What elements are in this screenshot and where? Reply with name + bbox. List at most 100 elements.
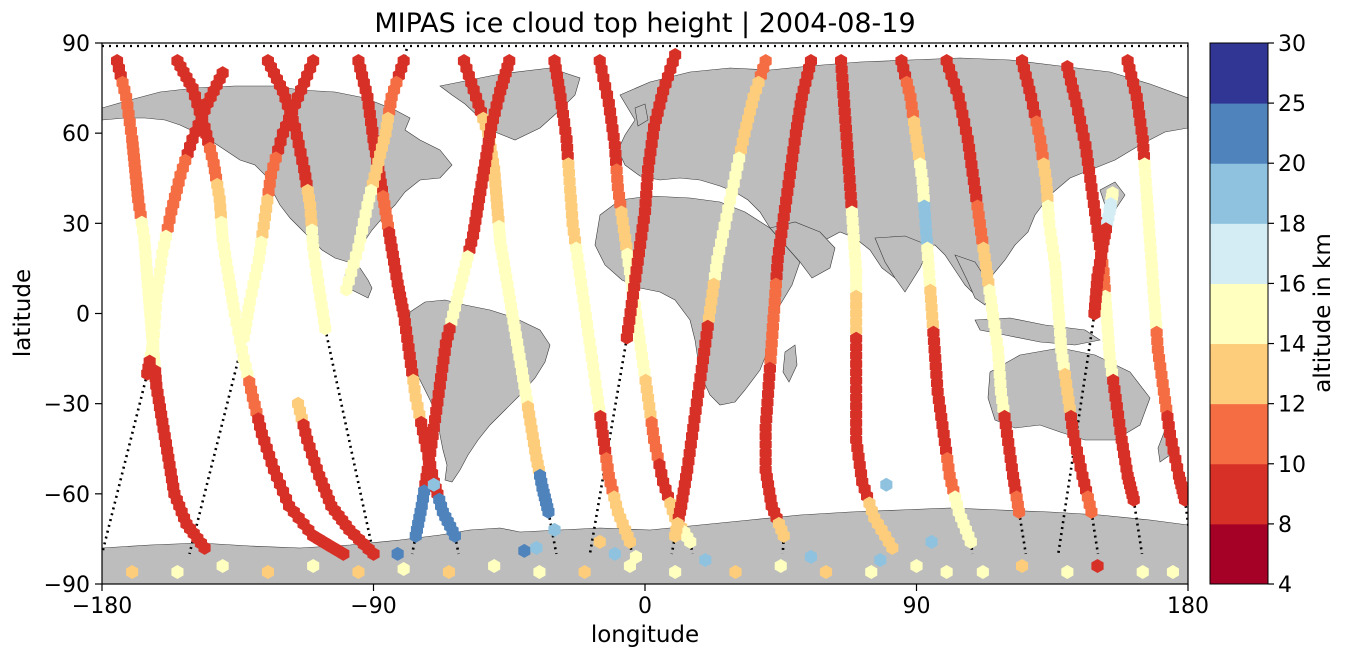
cloud-top-marker bbox=[1088, 306, 1101, 321]
cloud-top-marker bbox=[925, 534, 938, 549]
colorbar-tick-label: 18 bbox=[1278, 212, 1306, 237]
colorbar-tick-label: 4 bbox=[1278, 573, 1292, 598]
x-tick-label: 180 bbox=[1167, 594, 1209, 619]
colorbar-bin bbox=[1210, 403, 1268, 465]
colorbar-ticks: 4 8 10 12 14 16 18 20 25 30 bbox=[1268, 32, 1306, 598]
cloud-top-marker bbox=[518, 543, 531, 558]
no-cloud-track bbox=[102, 373, 149, 555]
colorbar-tick-label: 25 bbox=[1278, 92, 1306, 117]
cloud-top-marker bbox=[777, 528, 790, 543]
colorbar-bin bbox=[1210, 463, 1268, 525]
cloud-top-marker bbox=[804, 549, 817, 564]
cloud-top-marker bbox=[261, 565, 274, 579]
colorbar-tick-label: 16 bbox=[1278, 272, 1306, 297]
cloud-top-marker bbox=[819, 565, 833, 579]
no-cloud-track bbox=[188, 337, 246, 555]
cloud-top-marker bbox=[147, 327, 160, 342]
colorbar-bin bbox=[1210, 223, 1268, 284]
cloud-top-marker bbox=[669, 528, 682, 543]
colorbar-frame bbox=[1209, 42, 1269, 585]
cloud-top-marker bbox=[1061, 565, 1074, 579]
colorbar-bin bbox=[1210, 43, 1268, 104]
cloud-top-marker bbox=[442, 565, 455, 579]
cloud-top-marker bbox=[699, 553, 712, 567]
cloud-top-marker bbox=[623, 559, 636, 573]
chart-title: MIPAS ice cloud top height | 2004-08-19 bbox=[374, 8, 915, 39]
colorbar-bin bbox=[1210, 163, 1268, 224]
map-area bbox=[102, 43, 1188, 584]
cloud-top-marker bbox=[237, 330, 250, 345]
cloud-top-marker bbox=[669, 565, 682, 579]
y-axis-ticks: 90 60 30 0 −30 −60 −90 bbox=[44, 32, 102, 598]
cloud-markers bbox=[111, 48, 1188, 579]
colorbar-tick-label: 30 bbox=[1278, 32, 1306, 57]
cloud-top-marker bbox=[340, 282, 353, 297]
x-tick-label: −90 bbox=[350, 594, 396, 619]
cloud-top-marker bbox=[448, 528, 461, 543]
colorbar-tick-label: 20 bbox=[1278, 152, 1306, 177]
cloud-top-marker bbox=[865, 565, 878, 579]
y-tick-label: −60 bbox=[44, 483, 90, 508]
y-tick-label: 30 bbox=[62, 212, 90, 237]
cloud-top-marker bbox=[542, 504, 555, 519]
southeast-asia-landmass bbox=[954, 254, 991, 306]
colorbar-tick-label: 8 bbox=[1278, 513, 1292, 538]
colorbar-tick-label: 14 bbox=[1278, 333, 1306, 358]
cloud-top-marker bbox=[391, 546, 404, 561]
cloud-top-marker bbox=[578, 565, 591, 579]
cloud-top-marker bbox=[620, 330, 633, 345]
colorbar-bin bbox=[1210, 103, 1268, 164]
cloud-top-marker bbox=[684, 534, 697, 549]
x-tick-label: 90 bbox=[903, 594, 931, 619]
cloud-top-marker bbox=[1091, 559, 1104, 573]
cloud-top-marker bbox=[593, 534, 606, 549]
y-tick-label: −90 bbox=[44, 573, 90, 598]
colorbar: 4 8 10 12 14 16 18 20 25 30 altitude in km bbox=[1209, 32, 1336, 598]
cloud-top-marker bbox=[533, 565, 546, 579]
cloud-top-marker bbox=[198, 540, 211, 555]
cloud-top-marker bbox=[141, 366, 154, 381]
cloud-top-marker bbox=[307, 559, 320, 573]
cloud-top-marker bbox=[940, 565, 953, 579]
cloud-top-marker bbox=[1013, 504, 1026, 519]
y-tick-label: 0 bbox=[76, 303, 90, 328]
colorbar-tick-label: 10 bbox=[1278, 453, 1306, 478]
x-tick-label: −180 bbox=[72, 594, 132, 619]
cloud-top-marker bbox=[976, 565, 989, 579]
y-tick-label: −30 bbox=[44, 393, 90, 418]
cloud-top-marker bbox=[319, 321, 332, 336]
cloud-top-marker bbox=[629, 549, 642, 564]
cloud-top-marker bbox=[1127, 492, 1140, 507]
cloud-top-marker bbox=[1136, 565, 1149, 579]
cloud-top-marker bbox=[427, 477, 440, 492]
cloud-top-marker bbox=[1016, 559, 1029, 573]
colorbar-bin bbox=[1210, 283, 1268, 345]
colorbar-label: altitude in km bbox=[1310, 233, 1336, 393]
cloud-top-marker bbox=[126, 565, 139, 579]
x-tick-label: 0 bbox=[638, 594, 652, 619]
cloud-top-marker bbox=[608, 546, 621, 561]
cloud-top-marker bbox=[874, 553, 887, 567]
cloud-top-marker bbox=[548, 522, 561, 537]
cloud-top-marker bbox=[964, 534, 977, 549]
africa-landmass bbox=[594, 195, 801, 406]
y-tick-label: 60 bbox=[62, 122, 90, 147]
cloud-top-marker bbox=[397, 562, 410, 576]
y-tick-label: 90 bbox=[62, 32, 90, 57]
y-axis-label: latitude bbox=[10, 269, 36, 357]
x-axis-label: longitude bbox=[591, 622, 699, 648]
cloud-top-marker bbox=[880, 477, 893, 492]
no-cloud-track bbox=[323, 328, 375, 555]
colorbar-bin bbox=[1210, 343, 1268, 405]
colorbar-bin bbox=[1210, 523, 1268, 585]
uk-landmass bbox=[634, 103, 649, 127]
cloud-top-marker bbox=[367, 546, 380, 561]
colorbar-tick-label: 12 bbox=[1278, 393, 1306, 418]
cloud-top-marker bbox=[1178, 492, 1188, 507]
cloud-top-marker bbox=[409, 528, 422, 543]
colorbar-bins bbox=[1210, 43, 1268, 585]
no-cloud-track bbox=[1090, 511, 1100, 555]
cloud-top-marker bbox=[171, 565, 184, 579]
cloud-top-marker bbox=[530, 540, 543, 555]
